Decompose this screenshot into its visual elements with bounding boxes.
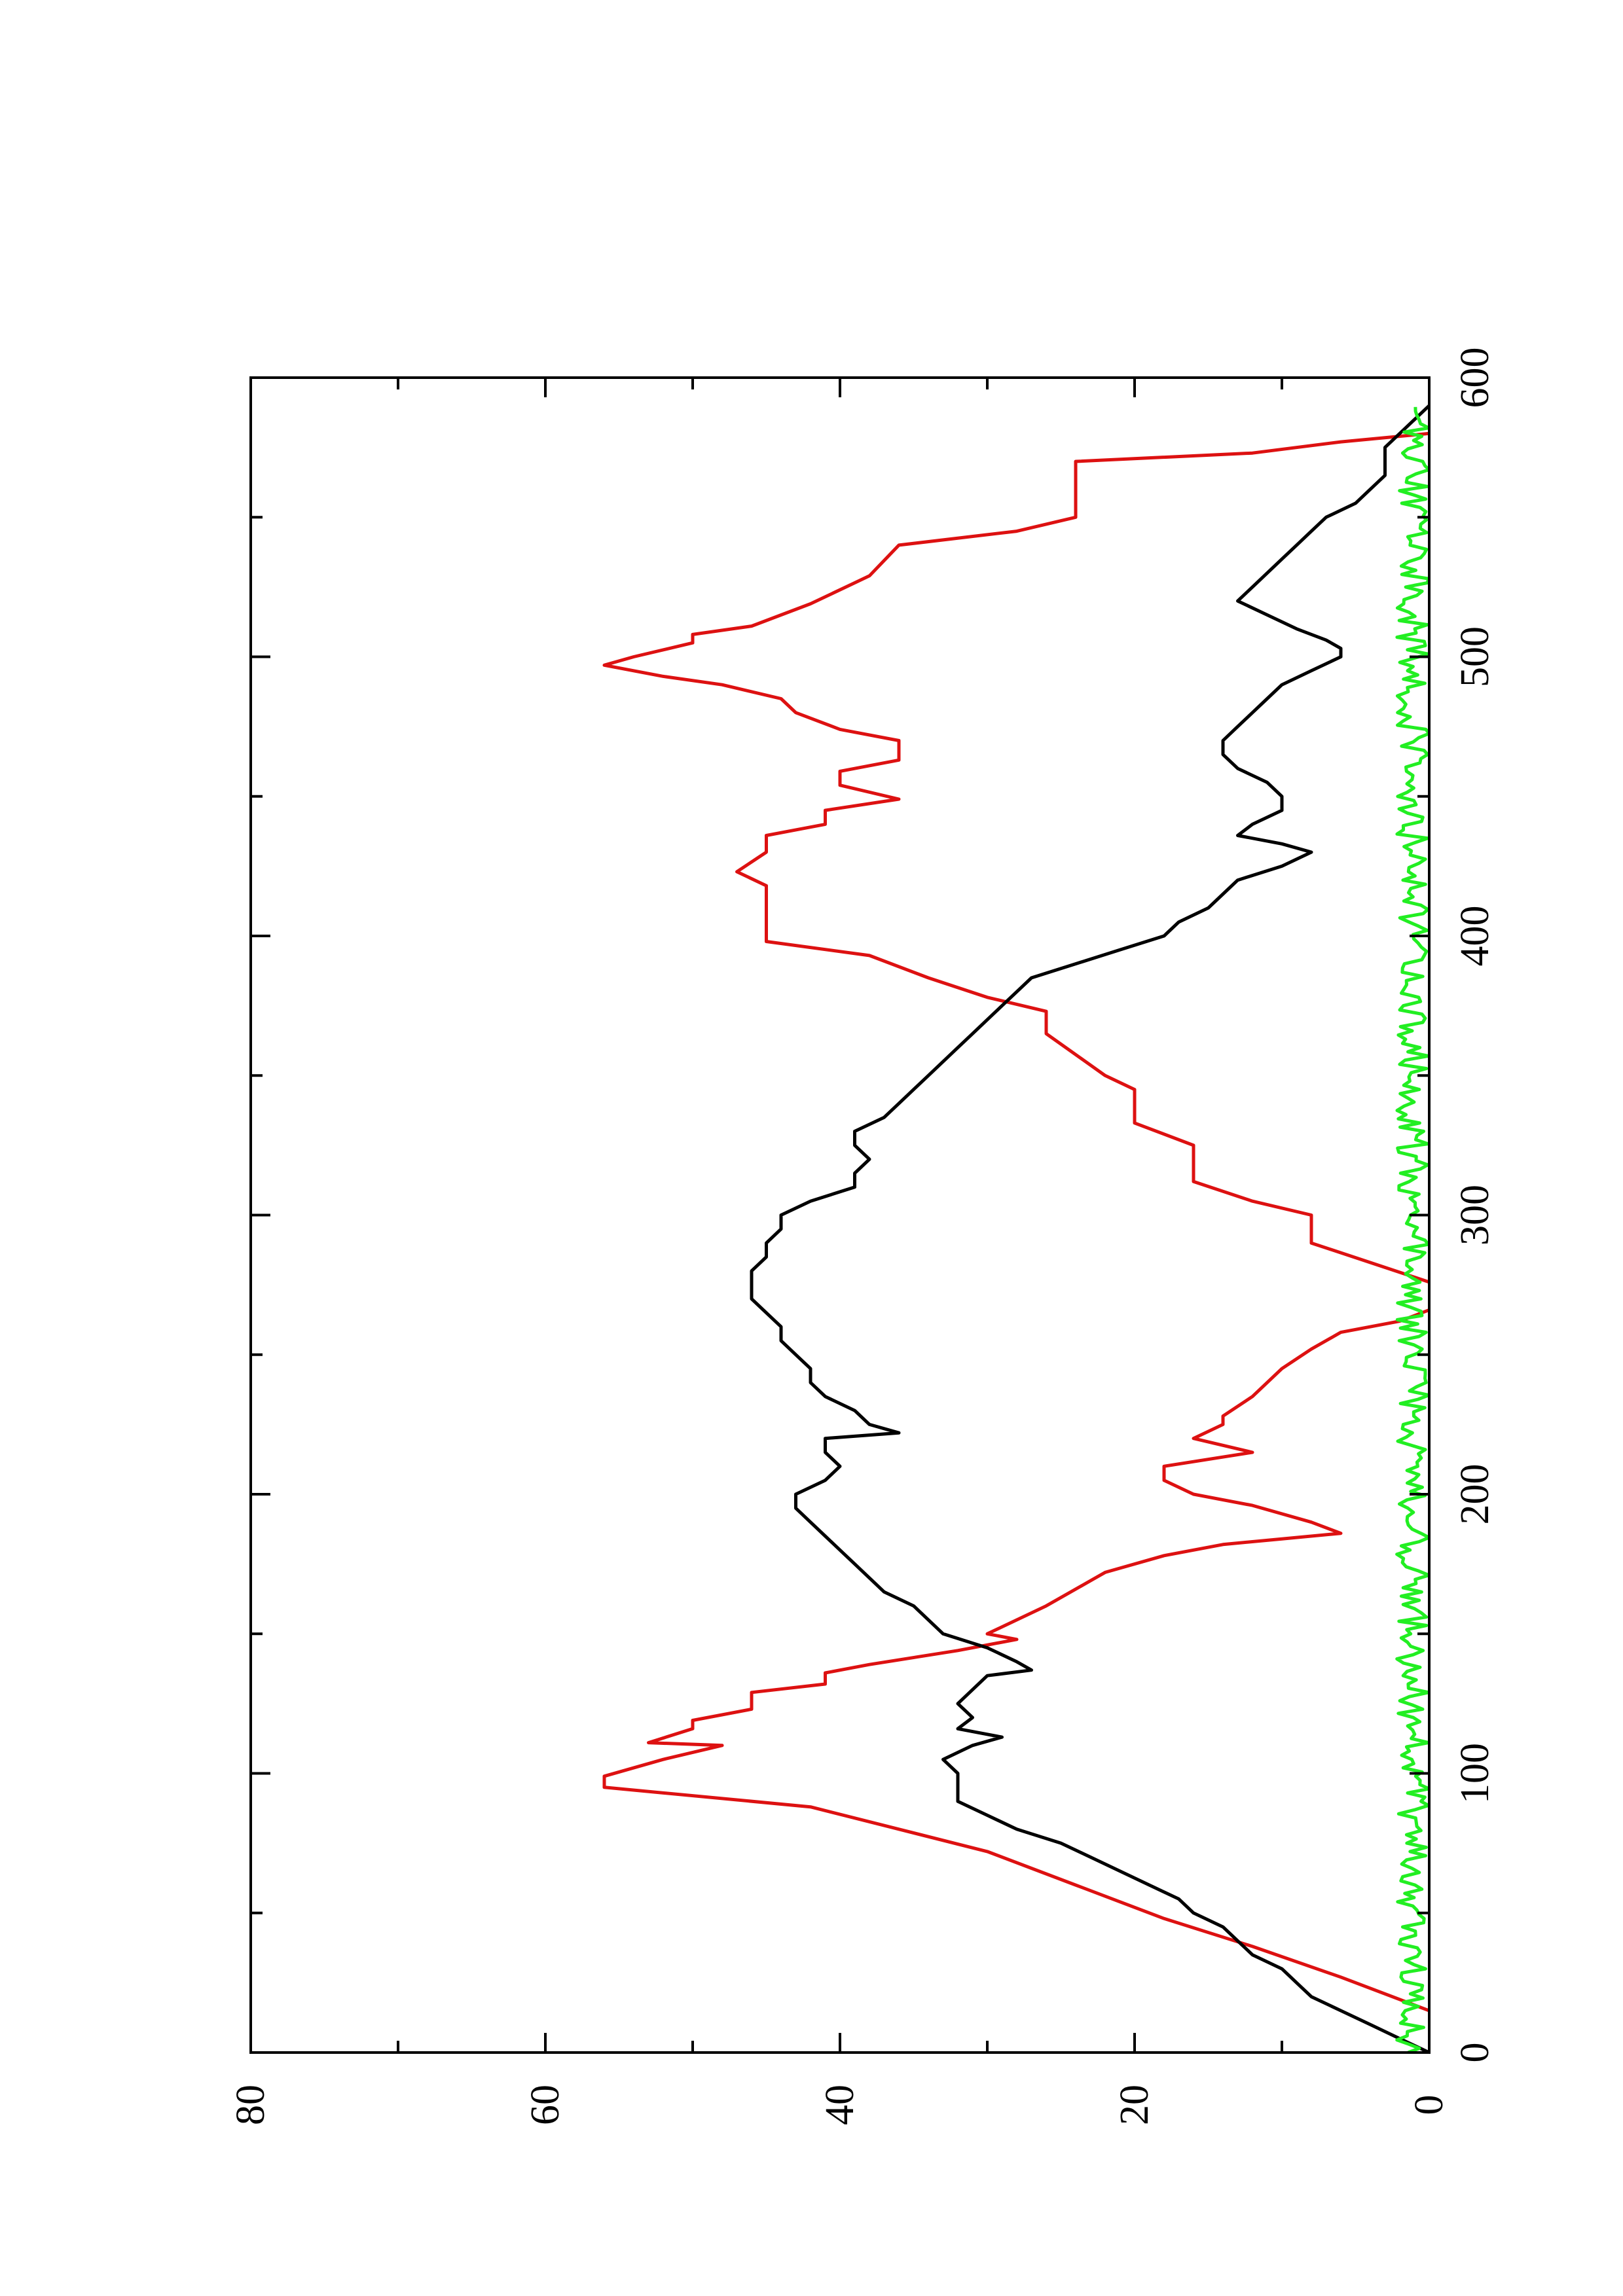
- x-tick-label: 600: [1453, 348, 1497, 408]
- series-group: [602, 404, 1429, 2053]
- x-tick-label: 500: [1453, 626, 1497, 687]
- series-line-black: [750, 404, 1429, 2053]
- series-line-green: [1395, 406, 1429, 2053]
- x-tick-label: 100: [1453, 1743, 1497, 1804]
- y-tick-label: 40: [818, 2085, 862, 2125]
- x-tick-label: 300: [1453, 1185, 1497, 1246]
- x-tick-label: 400: [1453, 906, 1497, 967]
- series-line-red-left: [602, 1308, 1429, 2013]
- x-tick-label: 0: [1453, 2043, 1497, 2063]
- y-tick-label: 20: [1112, 2085, 1157, 2125]
- y-tick-label: 0: [1407, 2095, 1451, 2115]
- y-tick-label: 60: [523, 2085, 568, 2125]
- plot-frame: [249, 376, 1431, 2054]
- x-tick-label: 200: [1453, 1464, 1497, 1525]
- plot-area: 0 100 200 300 400 500 600 0 20 40 60 80: [228, 348, 1497, 2126]
- series-line-red-right: [602, 431, 1429, 1284]
- y-tick-label: 80: [228, 2085, 273, 2125]
